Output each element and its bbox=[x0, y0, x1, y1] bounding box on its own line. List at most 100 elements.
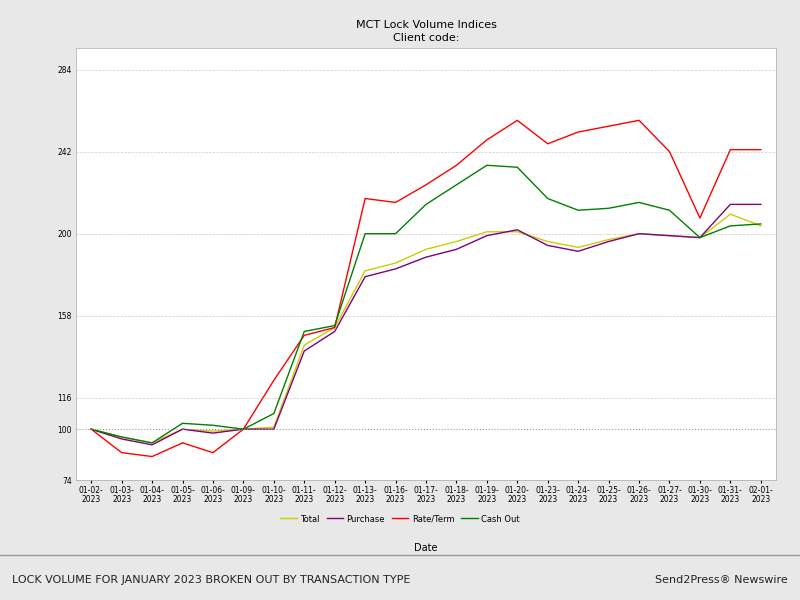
Cash Out bbox=[360, 230, 370, 238]
Purchase bbox=[726, 201, 735, 208]
Line: Cash Out: Cash Out bbox=[91, 165, 761, 443]
Total bbox=[604, 236, 614, 243]
Purchase bbox=[421, 254, 430, 261]
Text: Send2Press® Newswire: Send2Press® Newswire bbox=[655, 575, 788, 585]
Total bbox=[299, 341, 309, 349]
Cash Out bbox=[269, 410, 278, 417]
Total bbox=[574, 244, 583, 251]
Purchase bbox=[299, 347, 309, 355]
Purchase bbox=[390, 265, 400, 272]
Cash Out bbox=[238, 425, 248, 433]
Legend: Total, Purchase, Rate/Term, Cash Out: Total, Purchase, Rate/Term, Cash Out bbox=[277, 511, 523, 527]
Rate/Term bbox=[452, 161, 462, 169]
Rate/Term bbox=[208, 449, 218, 456]
Total bbox=[695, 234, 705, 241]
Rate/Term bbox=[117, 449, 126, 456]
Rate/Term bbox=[178, 439, 187, 446]
X-axis label: Date: Date bbox=[414, 543, 438, 553]
Rate/Term bbox=[269, 377, 278, 384]
Cash Out bbox=[543, 195, 553, 202]
Total bbox=[117, 433, 126, 440]
Total bbox=[360, 267, 370, 274]
Cash Out bbox=[574, 206, 583, 214]
Rate/Term bbox=[695, 214, 705, 221]
Total bbox=[482, 228, 492, 235]
Total bbox=[665, 232, 674, 239]
Rate/Term bbox=[238, 425, 248, 433]
Cash Out bbox=[178, 420, 187, 427]
Purchase bbox=[513, 226, 522, 233]
Cash Out bbox=[604, 205, 614, 212]
Total bbox=[513, 228, 522, 235]
Cash Out bbox=[299, 328, 309, 335]
Purchase bbox=[695, 234, 705, 241]
Total bbox=[452, 238, 462, 245]
Purchase bbox=[543, 242, 553, 249]
Total bbox=[86, 425, 96, 433]
Total bbox=[178, 425, 187, 433]
Rate/Term bbox=[421, 181, 430, 188]
Cash Out bbox=[147, 439, 157, 446]
Rate/Term bbox=[390, 199, 400, 206]
Cash Out bbox=[665, 206, 674, 214]
Purchase bbox=[117, 436, 126, 443]
Total bbox=[330, 324, 339, 331]
Rate/Term bbox=[513, 117, 522, 124]
Cash Out bbox=[330, 322, 339, 329]
Purchase bbox=[86, 425, 96, 433]
Purchase bbox=[360, 273, 370, 280]
Text: LOCK VOLUME FOR JANUARY 2023 BROKEN OUT BY TRANSACTION TYPE: LOCK VOLUME FOR JANUARY 2023 BROKEN OUT … bbox=[12, 575, 410, 585]
Rate/Term bbox=[482, 136, 492, 143]
Total bbox=[269, 424, 278, 431]
Total bbox=[390, 259, 400, 266]
Purchase bbox=[330, 328, 339, 335]
Rate/Term bbox=[726, 146, 735, 153]
Purchase bbox=[269, 425, 278, 433]
Rate/Term bbox=[543, 140, 553, 148]
Total bbox=[238, 425, 248, 433]
Rate/Term bbox=[574, 128, 583, 136]
Cash Out bbox=[86, 425, 96, 433]
Cash Out bbox=[634, 199, 644, 206]
Rate/Term bbox=[756, 146, 766, 153]
Purchase bbox=[452, 246, 462, 253]
Cash Out bbox=[482, 161, 492, 169]
Purchase bbox=[604, 238, 614, 245]
Rate/Term bbox=[299, 332, 309, 339]
Line: Total: Total bbox=[91, 214, 761, 443]
Cash Out bbox=[208, 422, 218, 429]
Line: Purchase: Purchase bbox=[91, 205, 761, 445]
Line: Rate/Term: Rate/Term bbox=[91, 121, 761, 457]
Total bbox=[208, 428, 218, 435]
Purchase bbox=[665, 232, 674, 239]
Rate/Term bbox=[147, 453, 157, 460]
Purchase bbox=[238, 425, 248, 433]
Total bbox=[634, 230, 644, 238]
Total bbox=[756, 222, 766, 229]
Cash Out bbox=[117, 433, 126, 440]
Purchase bbox=[634, 230, 644, 238]
Purchase bbox=[147, 441, 157, 448]
Total bbox=[543, 238, 553, 245]
Rate/Term bbox=[330, 324, 339, 331]
Cash Out bbox=[390, 230, 400, 238]
Cash Out bbox=[695, 234, 705, 241]
Cash Out bbox=[421, 201, 430, 208]
Cash Out bbox=[756, 220, 766, 227]
Cash Out bbox=[452, 181, 462, 188]
Purchase bbox=[574, 248, 583, 255]
Cash Out bbox=[726, 222, 735, 229]
Rate/Term bbox=[665, 148, 674, 155]
Cash Out bbox=[513, 164, 522, 171]
Rate/Term bbox=[604, 122, 614, 130]
Purchase bbox=[178, 425, 187, 433]
Title: MCT Lock Volume Indices
Client code:: MCT Lock Volume Indices Client code: bbox=[355, 20, 497, 43]
Purchase bbox=[482, 232, 492, 239]
Rate/Term bbox=[360, 195, 370, 202]
Purchase bbox=[756, 201, 766, 208]
Rate/Term bbox=[86, 425, 96, 433]
Rate/Term bbox=[634, 117, 644, 124]
Total bbox=[421, 246, 430, 253]
Total bbox=[726, 211, 735, 218]
Total bbox=[147, 439, 157, 446]
